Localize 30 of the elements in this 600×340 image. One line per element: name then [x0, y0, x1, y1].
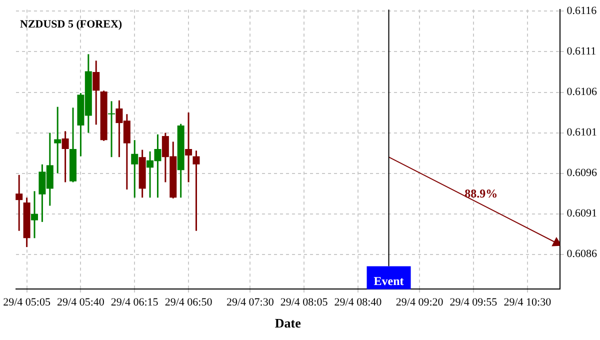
candlestick: [54, 106, 62, 174]
candlestick: [185, 112, 192, 183]
x-tick-label: 29/4 09:20: [396, 296, 444, 309]
x-axis-title: Date: [274, 316, 302, 331]
candlestick: [31, 190, 38, 239]
x-tick-label: 29/4 08:40: [334, 296, 382, 309]
x-tick-label: 29/4 06:50: [164, 296, 213, 309]
y-tick-label: 0.6091: [566, 208, 597, 220]
candlestick: [62, 130, 69, 183]
x-tick-label: 29/4 08:05: [280, 296, 328, 309]
x-tick-label: 29/4 09:55: [450, 296, 498, 309]
candlestick: [131, 139, 138, 198]
annotation: 88.9%: [464, 186, 498, 200]
x-tick-label: 29/4 06:15: [110, 296, 159, 309]
ref-line-label: Event: [374, 274, 404, 288]
candlestick: [108, 100, 116, 158]
y-tick-label: 0.6116: [566, 5, 598, 18]
y-tick-label: 0.6111: [566, 46, 596, 58]
candlestick: [192, 150, 200, 232]
text: NZDUSD 5 (FOREX): [20, 18, 122, 30]
x-tick-label: 29/4 10:30: [504, 296, 552, 309]
x-tick-label: 29/4 07:30: [226, 296, 274, 309]
y-tick-label: 0.6106: [566, 86, 598, 98]
x-tick-label: 29/4 05:40: [57, 296, 105, 309]
y-tick-label: 0.6086: [566, 248, 598, 260]
candlestick: [92, 60, 100, 126]
y-tick-label: 0.6096: [566, 167, 598, 180]
y-tick-label: 0.6101: [566, 126, 597, 139]
x-tick-label: 29/4 05:05: [3, 296, 51, 309]
candlestick: [16, 174, 23, 232]
